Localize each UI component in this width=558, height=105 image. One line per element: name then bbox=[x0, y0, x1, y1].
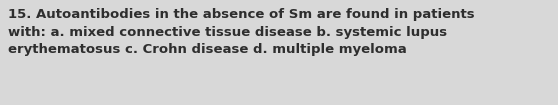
Text: 15. Autoantibodies in the absence of Sm are found in patients
with: a. mixed con: 15. Autoantibodies in the absence of Sm … bbox=[8, 8, 475, 56]
